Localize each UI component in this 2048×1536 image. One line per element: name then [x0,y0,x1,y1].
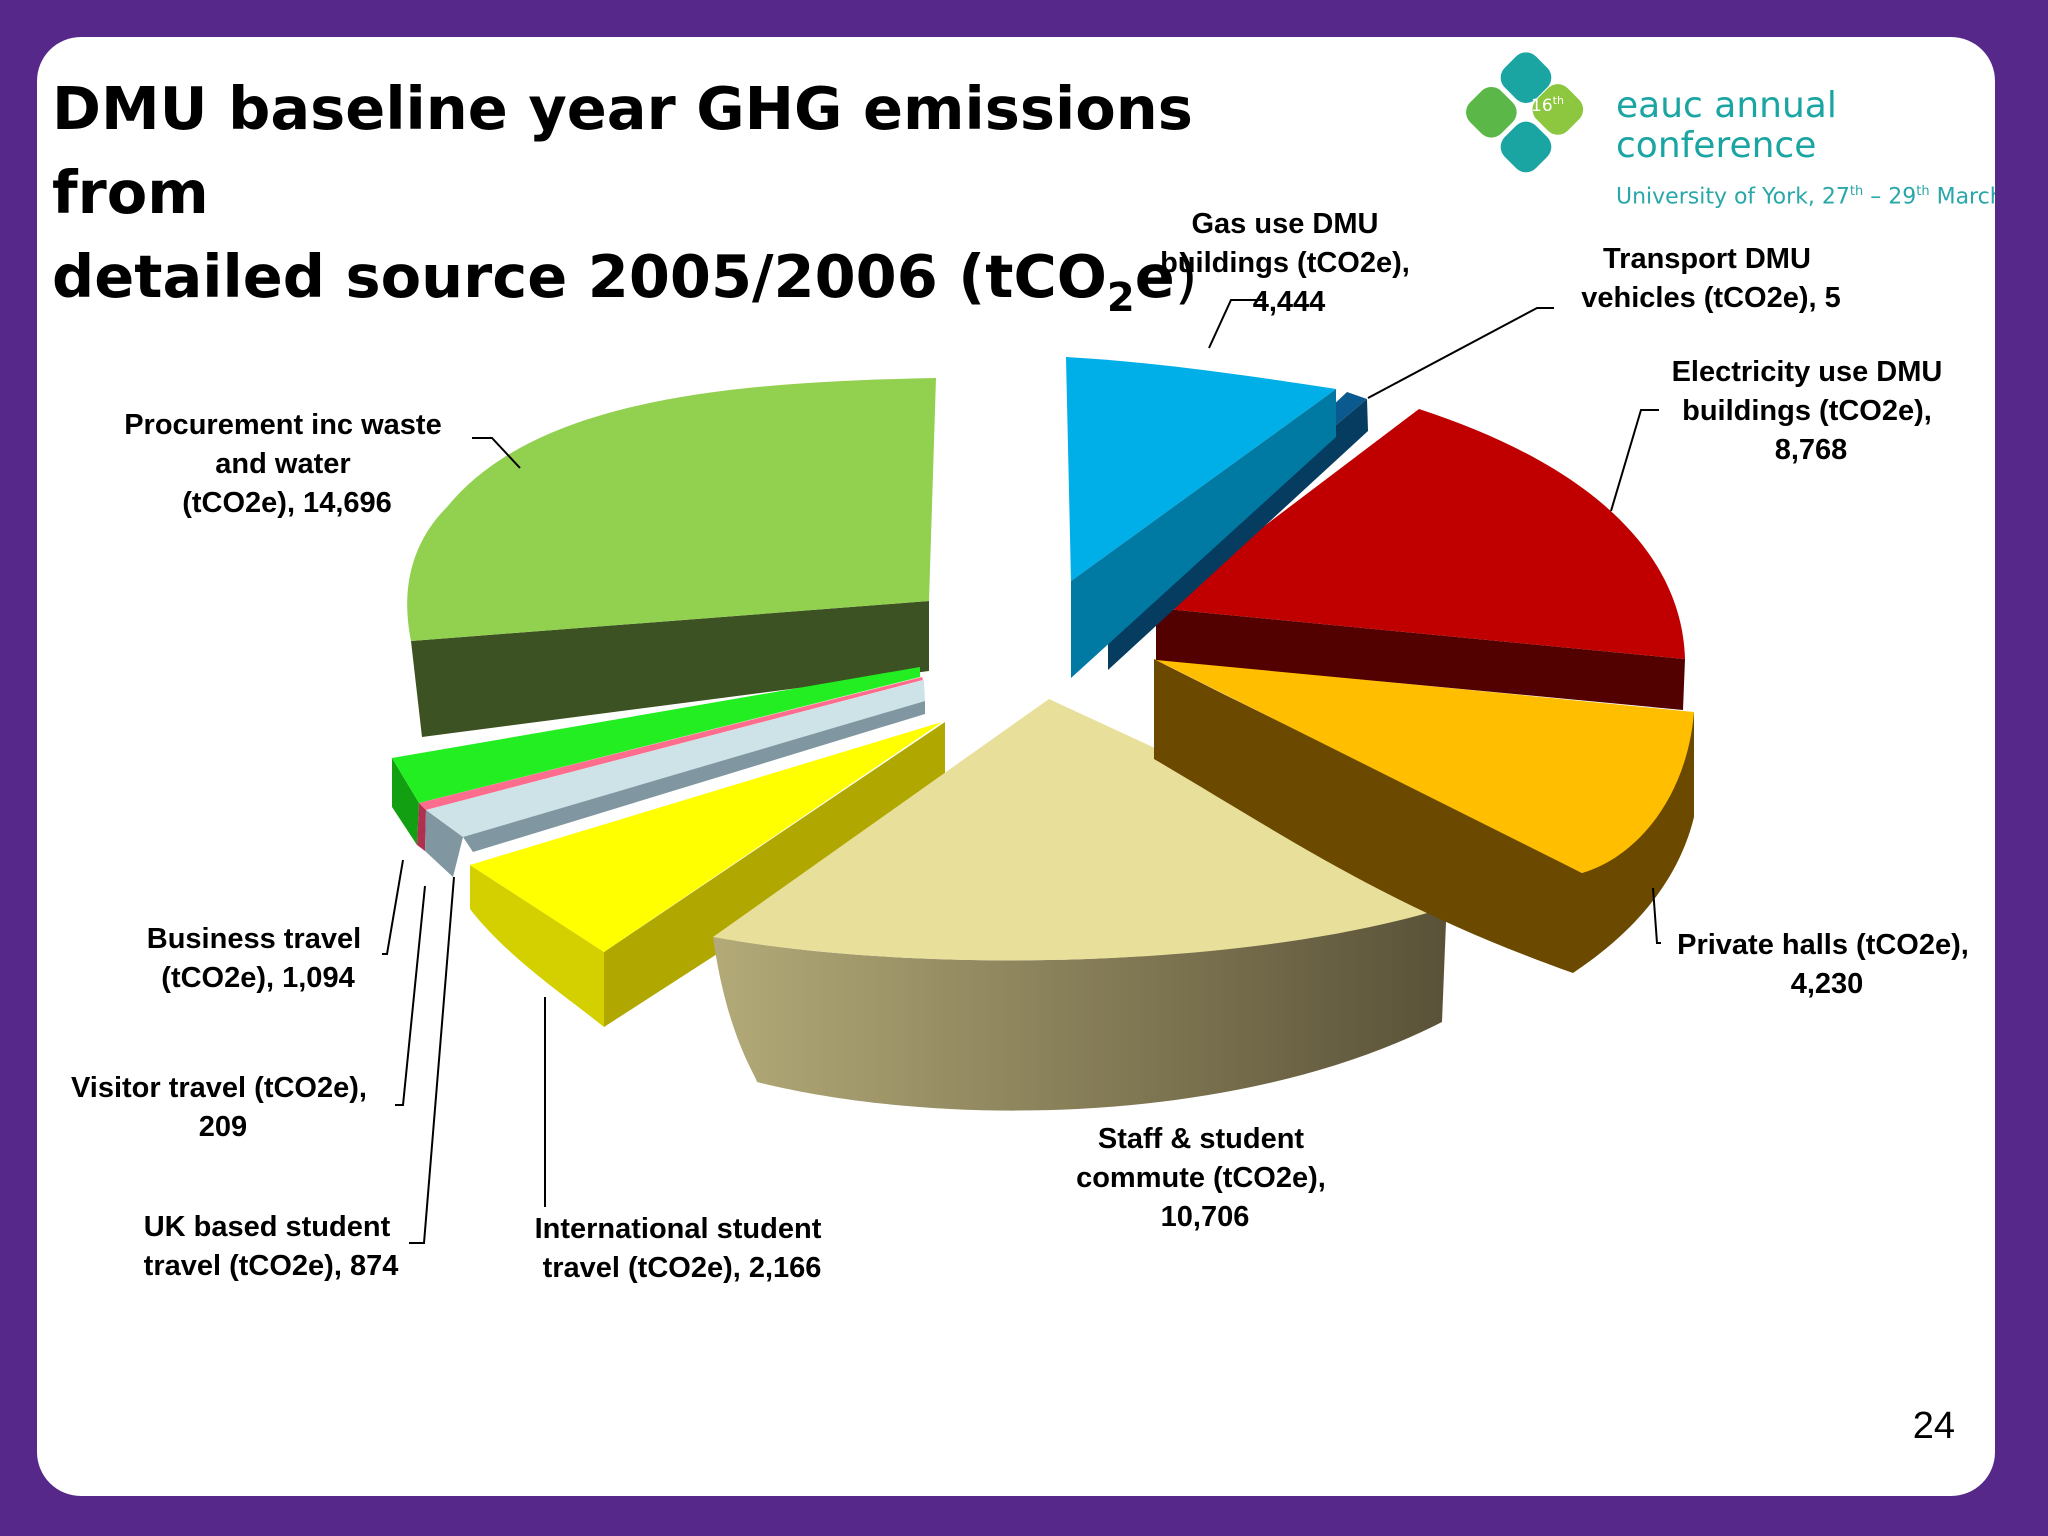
label-commute: Staff & student commute (tCO2e), 10,706 [1076,1123,1334,1233]
logo-line-1: eauc annual [1616,85,1837,126]
label-international: International student travel (tCO2e), 2,… [535,1213,830,1284]
slide-title: DMU baseline year GHG emissions from det… [52,67,1252,340]
leader-uk-student [409,876,455,1244]
title-line-1: DMU baseline year GHG emissions from [52,74,1193,227]
label-transport: Transport DMU vehicles (tCO2e), 5 [1581,243,1841,314]
slice-international-front [604,722,945,1027]
title-close-paren: ) [1174,242,1198,311]
leader-electricity [1610,409,1659,512]
slide: DMU baseline year GHG emissions from det… [37,37,1995,1496]
slice-business-side [392,758,419,845]
label-business: Business travel (tCO2e), 1,094 [147,923,369,994]
slice-procurement-side [411,601,929,737]
leader-business [382,859,404,955]
slice-uk-student [426,680,925,837]
slice-international-side [470,865,604,1027]
slice-visitor [419,677,923,810]
leader-lines [382,299,1661,1244]
slice-private-halls-side [1154,659,1694,973]
slice-uk-student-side [425,810,463,877]
slice-uk-student-top-side [463,701,925,852]
slice-international [470,722,942,952]
page-number: 24 [1912,1405,1955,1447]
title-line-2-text: detailed source 2005/2006 (tCO [52,242,1107,311]
slice-gas-side [1071,389,1336,678]
slice-electricity-side [1156,608,1685,710]
label-visitor: Visitor travel (tCO2e), 209 [71,1072,375,1143]
slice-electricity [1156,409,1685,659]
leader-procurement [472,437,521,469]
pie-slices [392,357,1694,1111]
title-subscript: 2 [1106,275,1135,321]
logo-badge: 16th [1531,94,1564,116]
title-line-2: detailed source 2005/2006 (tCO2e) [52,235,1252,340]
leader-private-halls [1652,887,1661,944]
leader-transport [1367,307,1554,399]
logo-line-3: University of York, 27th – 29th March 20… [1616,184,1995,210]
slice-private-halls [1154,659,1694,873]
leader-visitor [395,885,426,1106]
logo-line-2: conference [1616,125,1817,166]
pie-chart: Gas use DMU buildings (tCO2e), 4,444 Tra… [71,208,1977,1284]
slice-procurement [407,378,936,641]
slice-commute-side [713,897,1447,1111]
label-electricity: Electricity use DMU buildings (tCO2e), 8… [1672,356,1951,466]
conference-logo: 16th eauc annual conference University o… [1446,47,1995,247]
slice-labels: Gas use DMU buildings (tCO2e), 4,444 Tra… [71,208,1977,1284]
label-gas: Gas use DMU buildings (tCO2e), 4,444 [1160,208,1418,318]
slice-business [392,667,920,803]
clover-logo-icon: 16th [1466,52,1584,173]
label-private-halls: Private halls (tCO2e), 4,230 [1677,929,1977,1000]
slice-gas [1066,357,1336,581]
label-uk-student: UK based student travel (tCO2e), 874 [144,1211,399,1282]
slice-commute [713,699,1477,961]
title-after-sub: e [1134,242,1175,311]
slice-visitor-side [417,803,426,851]
leader-gas [1208,299,1265,349]
label-procurement: Procurement inc waste and water (tCO2e),… [124,409,450,519]
